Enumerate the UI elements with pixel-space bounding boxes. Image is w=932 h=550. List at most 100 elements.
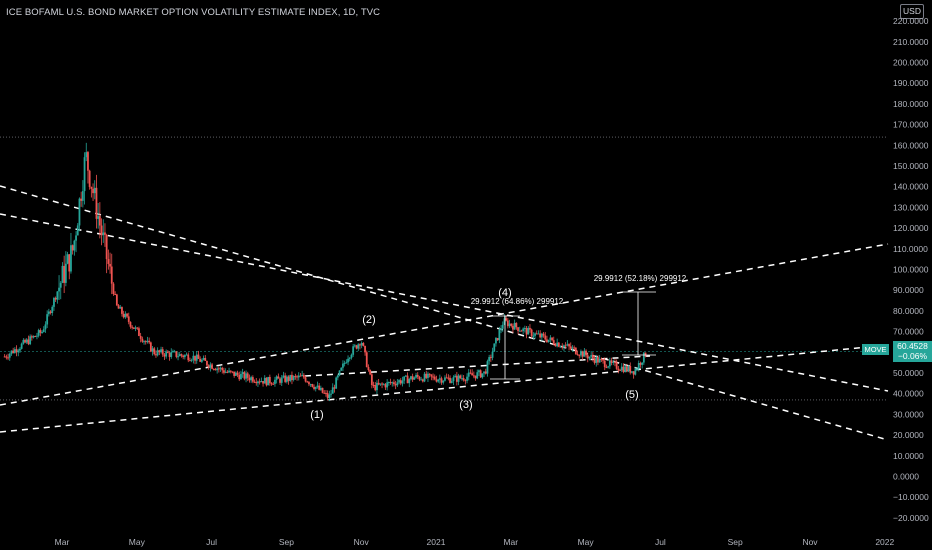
candle-body (265, 377, 268, 386)
y-tick-label: 100.0000 (893, 265, 929, 275)
candle-body (304, 377, 307, 382)
candle-body (466, 376, 468, 381)
candle-body (398, 380, 400, 383)
candle-body (319, 387, 322, 390)
candle-body (343, 362, 346, 364)
candle-body (27, 339, 30, 345)
candle-body (85, 152, 88, 158)
trendline[interactable] (0, 185, 889, 441)
candle-body (498, 329, 501, 341)
candle-body (8, 353, 11, 358)
candle-body (223, 370, 225, 373)
candle-body (105, 234, 108, 260)
candle-body (506, 320, 509, 327)
candle-body (131, 326, 134, 328)
candle-body (381, 383, 383, 385)
candle-body (73, 240, 76, 251)
x-axis[interactable]: Mar May Jul Sep Nov 2021 Mar May Jul Sep Nov 2022 (55, 537, 895, 547)
y-axis[interactable]: 220.0000 210.0000 200.0000 190.0000 180.0000… (893, 16, 929, 523)
wave-label: (3) (459, 399, 472, 411)
candle-body (496, 338, 499, 341)
trendline[interactable] (0, 344, 889, 433)
candle-body (262, 381, 264, 384)
candle-body (574, 347, 577, 355)
candle-body (387, 382, 390, 384)
candle-body (202, 357, 205, 360)
candle-body (391, 382, 394, 384)
candle-body (61, 265, 64, 283)
candle-body (163, 354, 166, 357)
candle-body (350, 354, 353, 358)
candle-body (95, 187, 98, 219)
candle-body (3, 356, 6, 358)
candle-body (138, 328, 140, 336)
candle-body (282, 375, 285, 378)
candle-body (219, 367, 222, 369)
trendline[interactable] (0, 243, 889, 406)
candle-body (236, 372, 239, 375)
candle-body (121, 307, 123, 314)
candle-body (76, 225, 79, 236)
candle-body (100, 225, 103, 236)
candle-body (452, 377, 455, 382)
currency-button[interactable]: USD (900, 4, 924, 19)
candle-body (302, 374, 305, 378)
candle-body (631, 371, 633, 373)
y-tick-label: 150.0000 (893, 161, 929, 171)
candle-body (527, 327, 530, 335)
candle-body (192, 355, 195, 360)
candle-body (115, 294, 118, 306)
candle-body (624, 366, 627, 373)
candle-body (166, 351, 169, 353)
candle-body (41, 332, 43, 334)
candle-body (552, 340, 555, 345)
candle-body (160, 349, 162, 353)
candle-body (605, 367, 608, 369)
candle-body (134, 327, 137, 329)
candle-body (109, 263, 111, 267)
candle-body (233, 371, 236, 376)
candle-body (364, 345, 366, 353)
trendline[interactable] (0, 213, 889, 392)
candle-body (617, 368, 620, 370)
candle-body (365, 352, 368, 368)
candle-body (573, 347, 576, 349)
candle-body (495, 338, 497, 344)
candle-body (523, 328, 526, 330)
y-tick-label: 220.0000 (893, 16, 929, 26)
x-tick-label: Jul (655, 537, 666, 547)
candle-body (532, 335, 535, 337)
candle-body (129, 321, 132, 327)
y-tick-label: 200.0000 (893, 58, 929, 68)
candle-body (347, 358, 349, 363)
candle-body (301, 374, 304, 376)
candle-body (593, 358, 596, 363)
candle-body (226, 371, 229, 373)
candle-body (568, 344, 570, 347)
x-tick-label: Mar (55, 537, 70, 547)
candle-body (542, 333, 545, 336)
candle-body (148, 340, 151, 343)
candle-body (318, 385, 321, 390)
candle-body (585, 350, 587, 356)
candle-body (229, 370, 232, 372)
candle-body (348, 357, 351, 359)
candle-body (274, 379, 276, 384)
candle-body (114, 293, 117, 295)
candle-body (403, 376, 406, 381)
candle-body (416, 374, 419, 377)
candle-body (569, 346, 572, 349)
trendlines (0, 185, 889, 441)
candle-body (461, 378, 463, 380)
candle-body (263, 377, 266, 384)
candle-body (289, 374, 292, 381)
candle-body (209, 364, 212, 368)
candle-body (561, 346, 564, 348)
candle-body (396, 382, 399, 386)
candle-body (353, 345, 356, 347)
y-tick-label: 110.0000 (893, 244, 928, 254)
candle-body (510, 323, 513, 326)
candle-body (518, 330, 521, 332)
candle-body (612, 361, 615, 363)
